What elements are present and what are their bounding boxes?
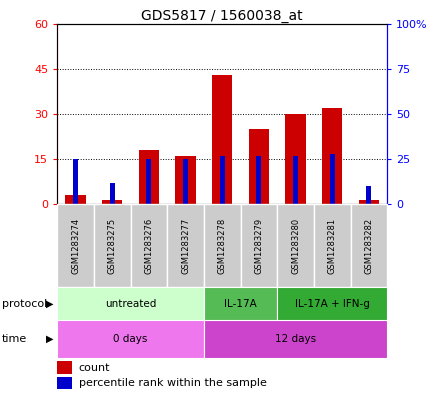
Bar [147,159,151,204]
FancyBboxPatch shape [277,287,387,320]
Text: GSM1283274: GSM1283274 [71,218,80,274]
Bar [73,159,78,204]
Text: GSM1283280: GSM1283280 [291,218,300,274]
FancyBboxPatch shape [204,204,241,287]
FancyBboxPatch shape [57,204,94,287]
Text: GSM1283281: GSM1283281 [328,218,337,274]
Bar [212,75,232,204]
Text: ▶: ▶ [46,334,54,344]
Bar [110,183,115,204]
Bar [367,186,371,204]
Bar [183,159,188,204]
FancyBboxPatch shape [277,204,314,287]
FancyBboxPatch shape [57,287,204,320]
FancyBboxPatch shape [314,204,351,287]
Bar [57,377,72,389]
Bar [322,108,342,204]
Text: GSM1283276: GSM1283276 [144,217,154,274]
Text: untreated: untreated [105,299,156,309]
Bar [176,156,196,204]
Text: time: time [2,334,27,344]
Text: GSM1283279: GSM1283279 [254,218,264,274]
Text: count: count [79,362,110,373]
Bar [102,200,122,204]
FancyBboxPatch shape [94,204,131,287]
FancyBboxPatch shape [241,204,277,287]
Bar [220,156,225,204]
Text: 12 days: 12 days [275,334,316,344]
Bar [257,156,261,204]
Bar [293,156,298,204]
Text: IL-17A + IFN-g: IL-17A + IFN-g [295,299,370,309]
Title: GDS5817 / 1560038_at: GDS5817 / 1560038_at [141,9,303,22]
Text: IL-17A: IL-17A [224,299,257,309]
Text: GSM1283278: GSM1283278 [218,217,227,274]
Bar [66,195,86,204]
Bar [330,154,335,204]
Bar [139,150,159,204]
Bar [286,114,306,204]
FancyBboxPatch shape [57,320,204,358]
Text: 0 days: 0 days [114,334,148,344]
FancyBboxPatch shape [204,287,277,320]
Bar [359,200,379,204]
Bar [249,129,269,204]
Text: protocol: protocol [2,299,48,309]
Text: GSM1283282: GSM1283282 [364,218,374,274]
Text: GSM1283275: GSM1283275 [108,218,117,274]
Text: ▶: ▶ [46,299,54,309]
FancyBboxPatch shape [351,204,387,287]
FancyBboxPatch shape [167,204,204,287]
Bar [57,361,72,373]
FancyBboxPatch shape [131,204,167,287]
Text: percentile rank within the sample: percentile rank within the sample [79,378,267,388]
Text: GSM1283277: GSM1283277 [181,217,190,274]
FancyBboxPatch shape [204,320,387,358]
